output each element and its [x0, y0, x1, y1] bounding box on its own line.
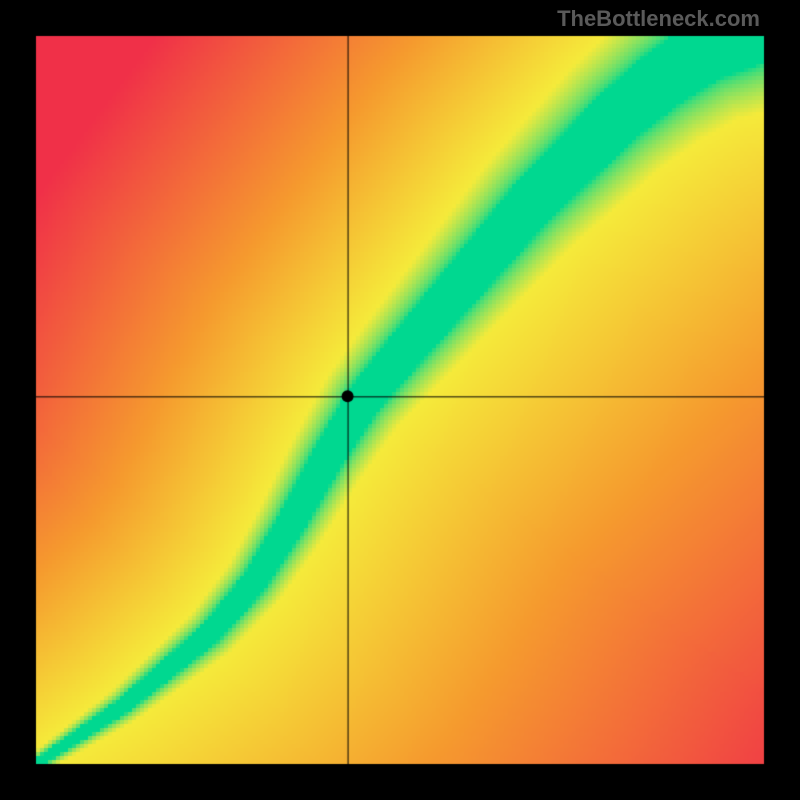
- chart-container: TheBottleneck.com: [0, 0, 800, 800]
- watermark-text: TheBottleneck.com: [557, 6, 760, 32]
- bottleneck-heatmap: [0, 0, 800, 800]
